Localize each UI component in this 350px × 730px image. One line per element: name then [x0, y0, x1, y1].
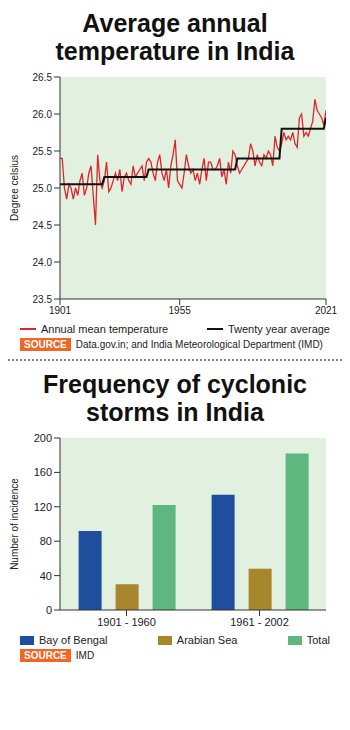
svg-text:200: 200 — [34, 432, 52, 444]
svg-text:80: 80 — [40, 535, 52, 547]
svg-text:1901: 1901 — [49, 305, 72, 316]
svg-text:1901 - 1960: 1901 - 1960 — [97, 616, 156, 628]
html-text:SOURCE: SOURCE — [24, 650, 67, 661]
svg-text:24.5: 24.5 — [33, 220, 53, 231]
svg-text:Degree celsius: Degree celsius — [9, 155, 20, 221]
html-text:Frequency of cyclonic storms i: Frequency of cyclonic storms in India — [43, 370, 307, 426]
html-text:Bay of Bengal: Bay of Bengal — [39, 634, 108, 646]
svg-text:25.5: 25.5 — [33, 146, 53, 157]
html-text:Average annual temperature in: Average annual temperature in India — [55, 9, 295, 65]
html-text:Arabian Sea: Arabian Sea — [176, 634, 238, 646]
svg-text:Number of incidence: Number of incidence — [9, 478, 20, 570]
html-text:Twenty year average: Twenty year average — [227, 323, 330, 335]
html-text:Data.gov.in; and India Meteoro: Data.gov.in; and India Meteorological De… — [75, 339, 323, 350]
svg-text:2021: 2021 — [315, 305, 338, 316]
svg-text:1955: 1955 — [169, 305, 192, 316]
svg-text:40: 40 — [40, 570, 52, 582]
svg-text:26.0: 26.0 — [33, 109, 53, 120]
svg-text:25.0: 25.0 — [33, 183, 53, 194]
html-text:IMD: IMD — [75, 650, 95, 661]
svg-text:26.5: 26.5 — [33, 72, 53, 83]
svg-text:160: 160 — [34, 466, 52, 478]
html-text:SOURCE: SOURCE — [24, 339, 67, 350]
svg-text:1961 - 2002: 1961 - 2002 — [230, 616, 289, 628]
svg-text:120: 120 — [34, 501, 52, 513]
svg-text:23.5: 23.5 — [33, 294, 53, 305]
html-text:Annual mean temperature: Annual mean temperature — [41, 323, 169, 335]
html-text:Total: Total — [306, 634, 330, 646]
svg-text:0: 0 — [46, 604, 52, 616]
svg-text:24.0: 24.0 — [33, 257, 53, 268]
